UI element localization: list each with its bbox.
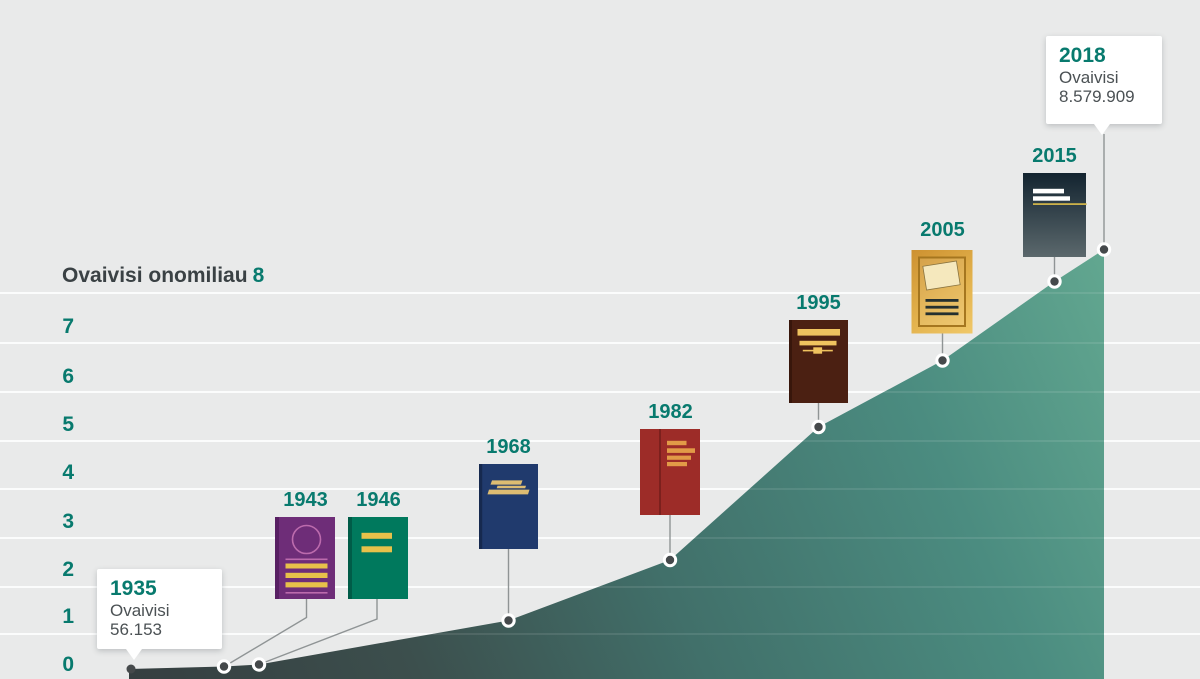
callout-1935-value: 56.153 — [110, 620, 162, 639]
book-2015-icon — [1023, 173, 1087, 257]
callout-1935-label: Ovaivisi — [110, 601, 170, 620]
marker-1995 — [811, 419, 826, 435]
book-1943-icon — [275, 517, 335, 599]
book-2005-icon — [911, 250, 973, 334]
callout-2018: 2018 Ovaivisi 8.579.909 — [1046, 36, 1162, 135]
callout-2018-year: 2018 — [1059, 44, 1106, 67]
marker-1982 — [662, 552, 678, 568]
connector-1946 — [261, 599, 378, 665]
marker-1943 — [216, 659, 232, 674]
callout-1935-year: 1935 — [110, 577, 157, 600]
book-1968-icon — [479, 464, 538, 549]
connector-1943 — [225, 599, 308, 667]
timeline-markers — [126, 242, 1112, 674]
book-1946-icon — [348, 517, 408, 599]
marker-1968 — [501, 613, 516, 628]
callout-2018-value: 8.579.909 — [1059, 87, 1135, 106]
book-1982-icon — [640, 429, 700, 515]
callout-1935: 1935 Ovaivisi 56.153 — [97, 569, 222, 660]
marker-1935 — [126, 664, 136, 674]
marker-2015 — [1047, 274, 1062, 289]
callout-2018-label: Ovaivisi — [1059, 68, 1119, 87]
marker-2005 — [935, 353, 950, 368]
marker-1946 — [251, 657, 267, 672]
book-1995-icon — [789, 320, 848, 403]
marker-2018 — [1096, 242, 1112, 257]
